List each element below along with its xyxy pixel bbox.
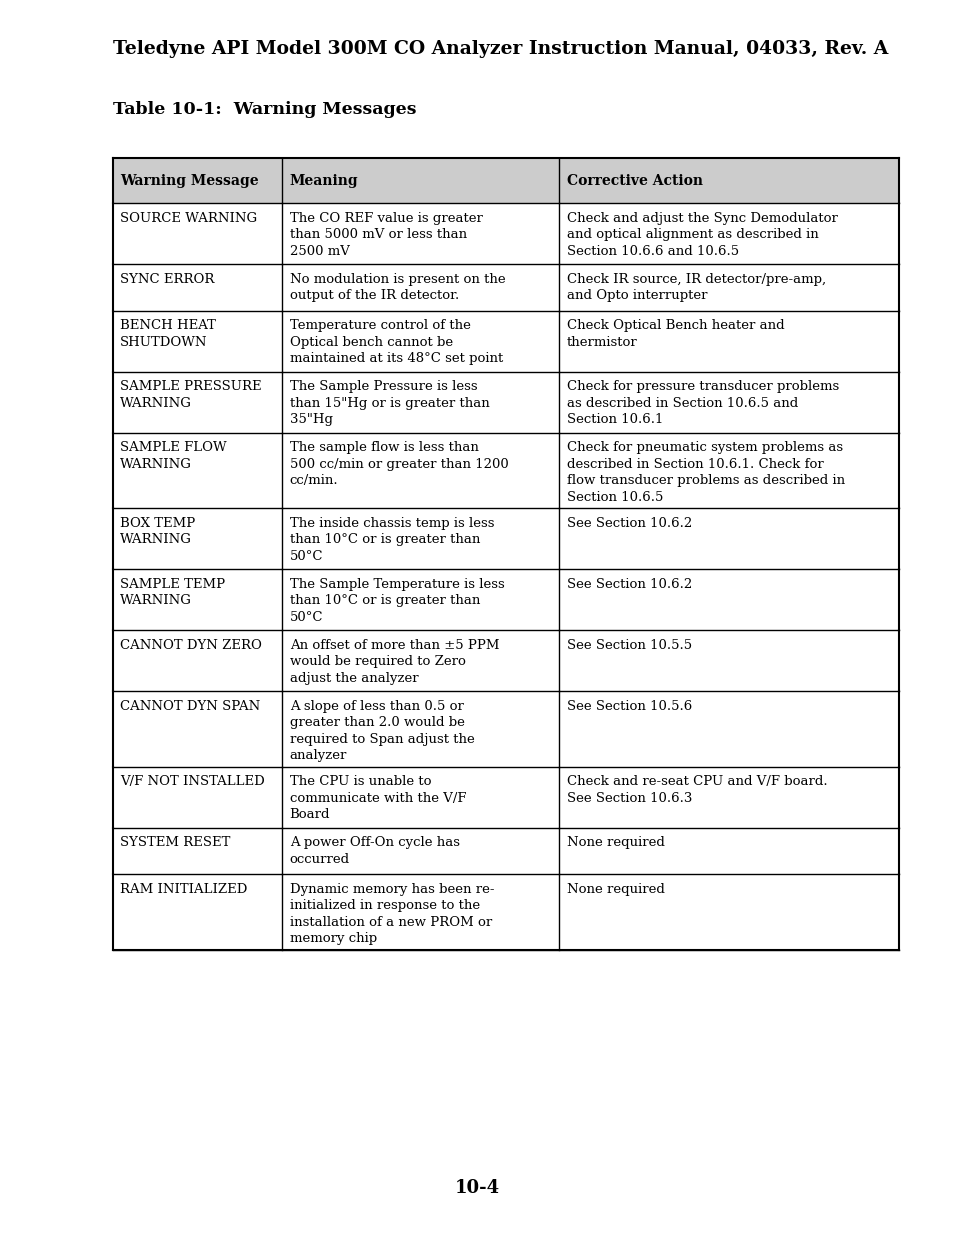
Text: See Section 10.6.2: See Section 10.6.2 <box>566 516 691 530</box>
Text: The CO REF value is greater
than 5000 mV or less than
2500 mV: The CO REF value is greater than 5000 mV… <box>290 212 482 258</box>
Text: BENCH HEAT
SHUTDOWN: BENCH HEAT SHUTDOWN <box>120 319 215 348</box>
Text: Temperature control of the
Optical bench cannot be
maintained at its 48°C set po: Temperature control of the Optical bench… <box>290 319 502 366</box>
Text: Check for pressure transducer problems
as described in Section 10.6.5 and
Sectio: Check for pressure transducer problems a… <box>566 380 838 426</box>
Text: None required: None required <box>566 883 664 895</box>
Text: See Section 10.5.6: See Section 10.5.6 <box>566 700 691 713</box>
Text: A slope of less than 0.5 or
greater than 2.0 would be
required to Span adjust th: A slope of less than 0.5 or greater than… <box>290 700 474 762</box>
Text: Meaning: Meaning <box>290 174 358 188</box>
Text: SYNC ERROR: SYNC ERROR <box>120 273 214 285</box>
Text: SOURCE WARNING: SOURCE WARNING <box>120 212 257 225</box>
Bar <box>112 204 898 264</box>
Text: Check Optical Bench heater and
thermistor: Check Optical Bench heater and thermisto… <box>566 319 783 348</box>
Text: 10-4: 10-4 <box>454 1179 499 1197</box>
Text: V/F NOT INSTALLED: V/F NOT INSTALLED <box>120 776 265 788</box>
Bar <box>112 432 898 509</box>
Text: Teledyne API Model 300M CO Analyzer Instruction Manual, 04033, Rev. A: Teledyne API Model 300M CO Analyzer Inst… <box>112 40 887 58</box>
Text: Check and adjust the Sync Demodulator
and optical alignment as described in
Sect: Check and adjust the Sync Demodulator an… <box>566 212 837 258</box>
Text: An offset of more than ±5 PPM
would be required to Zero
adjust the analyzer: An offset of more than ±5 PPM would be r… <box>290 638 498 685</box>
Bar <box>112 827 898 874</box>
Text: Check for pneumatic system problems as
described in Section 10.6.1. Check for
fl: Check for pneumatic system problems as d… <box>566 441 844 504</box>
Text: Corrective Action: Corrective Action <box>566 174 702 188</box>
Bar <box>112 630 898 692</box>
Bar <box>112 509 898 569</box>
Text: CANNOT DYN ZERO: CANNOT DYN ZERO <box>120 638 262 652</box>
Text: CANNOT DYN SPAN: CANNOT DYN SPAN <box>120 700 260 713</box>
Text: See Section 10.6.2: See Section 10.6.2 <box>566 578 691 590</box>
Text: Dynamic memory has been re-
initialized in response to the
installation of a new: Dynamic memory has been re- initialized … <box>290 883 494 946</box>
Text: BOX TEMP
WARNING: BOX TEMP WARNING <box>120 516 195 546</box>
Bar <box>112 158 898 204</box>
Bar <box>112 372 898 432</box>
Text: The CPU is unable to
communicate with the V/F
Board: The CPU is unable to communicate with th… <box>290 776 466 821</box>
Text: The Sample Temperature is less
than 10°C or is greater than
50°C: The Sample Temperature is less than 10°C… <box>290 578 504 624</box>
Text: SYSTEM RESET: SYSTEM RESET <box>120 836 231 850</box>
Text: The sample flow is less than
500 cc/min or greater than 1200
cc/min.: The sample flow is less than 500 cc/min … <box>290 441 508 488</box>
Text: SAMPLE TEMP
WARNING: SAMPLE TEMP WARNING <box>120 578 225 608</box>
Text: None required: None required <box>566 836 664 850</box>
Bar <box>112 311 898 372</box>
Bar <box>112 767 898 827</box>
Text: Check and re-seat CPU and V/F board.
See Section 10.6.3: Check and re-seat CPU and V/F board. See… <box>566 776 826 805</box>
Text: Table 10-1:  Warning Messages: Table 10-1: Warning Messages <box>112 101 416 119</box>
Bar <box>112 874 898 950</box>
Text: SAMPLE PRESSURE
WARNING: SAMPLE PRESSURE WARNING <box>120 380 261 410</box>
Text: The Sample Pressure is less
than 15"Hg or is greater than
35"Hg: The Sample Pressure is less than 15"Hg o… <box>290 380 489 426</box>
Text: No modulation is present on the
output of the IR detector.: No modulation is present on the output o… <box>290 273 505 303</box>
Bar <box>112 692 898 767</box>
Text: SAMPLE FLOW
WARNING: SAMPLE FLOW WARNING <box>120 441 227 471</box>
Text: Warning Message: Warning Message <box>120 174 258 188</box>
Text: The inside chassis temp is less
than 10°C or is greater than
50°C: The inside chassis temp is less than 10°… <box>290 516 494 563</box>
Bar <box>112 264 898 311</box>
Text: RAM INITIALIZED: RAM INITIALIZED <box>120 883 248 895</box>
Text: Check IR source, IR detector/pre-amp,
and Opto interrupter: Check IR source, IR detector/pre-amp, an… <box>566 273 825 303</box>
Text: See Section 10.5.5: See Section 10.5.5 <box>566 638 691 652</box>
Bar <box>112 569 898 630</box>
Text: A power Off-On cycle has
occurred: A power Off-On cycle has occurred <box>290 836 459 866</box>
